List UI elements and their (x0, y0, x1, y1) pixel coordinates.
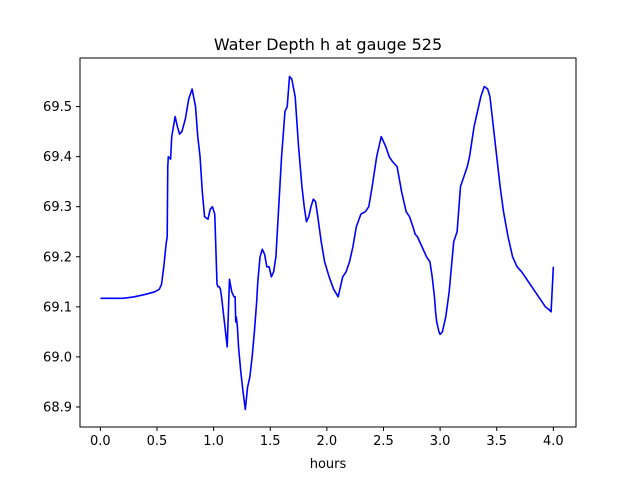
y-tick-label: 69.2 (43, 250, 72, 265)
series-line-0 (100, 75, 555, 411)
y-tick-label: 69.3 (43, 200, 72, 215)
plot-area-frame (79, 57, 577, 428)
y-tick-label: 69.1 (43, 300, 72, 315)
x-tick-label: 1.0 (203, 434, 224, 449)
x-tick-label: 3.5 (486, 434, 507, 449)
x-axis-label: hours (310, 457, 347, 472)
x-tick-label: 0.0 (90, 434, 111, 449)
x-tick-label: 4.0 (543, 434, 564, 449)
chart-title: Water Depth h at gauge 525 (214, 35, 442, 54)
x-tick-label: 1.5 (260, 434, 281, 449)
y-axis-ticks: 68.9 69.0 69.1 69.2 69.3 69.4 69.5 (43, 100, 80, 415)
series-group (100, 75, 555, 411)
y-tick-label: 69.0 (43, 350, 72, 365)
x-tick-label: 2.5 (373, 434, 394, 449)
x-tick-label: 2.0 (317, 434, 338, 449)
x-axis-ticks: 0.0 0.5 1.0 1.5 2.0 2.5 3.0 3.5 4.0 (90, 427, 564, 449)
y-tick-label: 69.5 (43, 100, 72, 115)
x-tick-label: 0.5 (147, 434, 168, 449)
y-tick-label: 68.9 (43, 400, 72, 415)
y-tick-label: 69.4 (43, 150, 72, 165)
x-tick-label: 3.0 (430, 434, 451, 449)
